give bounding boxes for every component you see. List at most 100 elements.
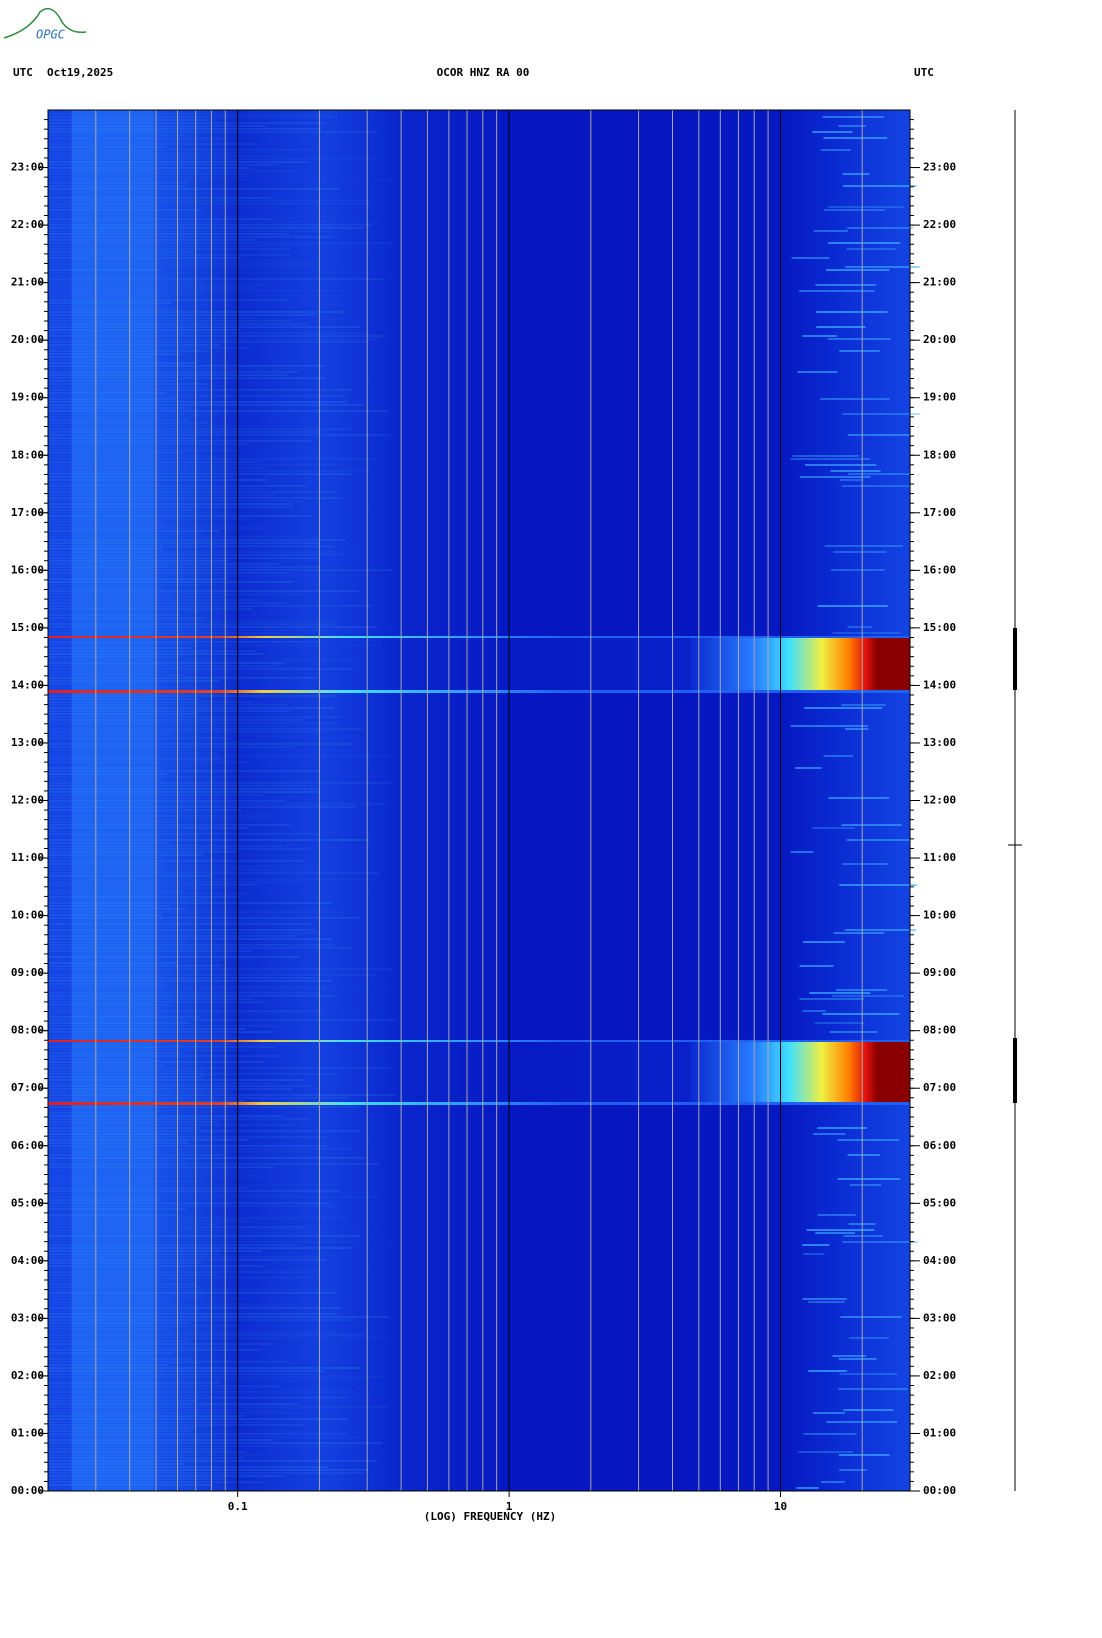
texture-streak xyxy=(48,506,294,508)
y-tick-label-left: 10:00 xyxy=(11,909,44,922)
texture-streak xyxy=(847,1154,881,1156)
texture-streak xyxy=(48,218,276,220)
texture-streak xyxy=(803,1253,825,1255)
texture-streak xyxy=(48,758,223,760)
texture-streak xyxy=(48,1484,214,1486)
texture-streak xyxy=(48,1433,348,1435)
texture-streak xyxy=(48,599,259,601)
texture-streak xyxy=(48,1250,261,1252)
texture-streak xyxy=(48,401,347,403)
texture-streak xyxy=(816,326,866,328)
texture-streak xyxy=(790,851,814,853)
texture-streak xyxy=(48,1133,178,1135)
texture-streak xyxy=(48,374,288,376)
texture-streak xyxy=(48,902,333,904)
texture-streak xyxy=(48,1253,219,1255)
y-tick-label-right: 01:00 xyxy=(923,1426,956,1439)
texture-streak xyxy=(48,434,390,436)
texture-streak xyxy=(48,182,189,184)
texture-streak xyxy=(829,1031,878,1033)
y-tick-label-right: 03:00 xyxy=(923,1311,956,1324)
texture-streak xyxy=(48,719,303,721)
texture-streak xyxy=(48,812,290,814)
texture-streak xyxy=(813,230,848,232)
texture-streak xyxy=(48,980,332,982)
texture-streak xyxy=(48,1313,338,1315)
texture-streak xyxy=(48,860,304,862)
texture-streak xyxy=(48,944,335,946)
texture-streak xyxy=(48,1193,299,1195)
texture-streak xyxy=(48,995,335,997)
texture-streak xyxy=(48,686,168,688)
texture-streak xyxy=(48,392,166,394)
texture-streak xyxy=(48,749,182,751)
texture-streak xyxy=(48,779,161,781)
texture-streak xyxy=(48,296,173,298)
texture-streak xyxy=(48,428,351,430)
texture-streak xyxy=(48,215,342,217)
texture-streak xyxy=(48,1256,323,1258)
texture-streak xyxy=(48,1478,224,1480)
texture-streak xyxy=(48,1190,340,1192)
texture-streak xyxy=(48,524,176,526)
texture-streak xyxy=(48,1085,311,1087)
texture-streak xyxy=(48,422,209,424)
texture-streak xyxy=(828,797,890,799)
texture-streak xyxy=(846,248,896,250)
texture-streak xyxy=(48,191,214,193)
texture-streak xyxy=(48,962,178,964)
y-tick-label-right: 07:00 xyxy=(923,1081,956,1094)
texture-streak xyxy=(822,1013,900,1015)
y-tick-label-left: 22:00 xyxy=(11,218,44,231)
texture-streak xyxy=(48,275,174,277)
texture-streak xyxy=(48,572,293,574)
texture-streak xyxy=(48,515,311,517)
texture-streak xyxy=(48,938,332,940)
texture-streak xyxy=(48,803,389,805)
texture-streak xyxy=(48,1055,285,1057)
texture-streak xyxy=(48,1358,192,1360)
texture-streak xyxy=(48,989,388,991)
texture-streak xyxy=(839,350,880,352)
texture-streak xyxy=(48,116,338,118)
texture-streak xyxy=(839,1469,868,1471)
texture-streak xyxy=(48,833,319,835)
texture-streak xyxy=(845,728,869,730)
texture-streak xyxy=(849,1184,882,1186)
texture-streak xyxy=(48,1079,304,1081)
y-tick-label-right: 17:00 xyxy=(923,506,956,519)
texture-streak xyxy=(48,1283,197,1285)
texture-streak xyxy=(820,398,890,400)
texture-streak xyxy=(48,1286,201,1288)
texture-streak xyxy=(48,521,167,523)
y-tick-label-right: 20:00 xyxy=(923,333,956,346)
texture-streak xyxy=(48,650,257,652)
y-tick-label-right: 21:00 xyxy=(923,276,956,289)
texture-streak xyxy=(846,839,911,841)
texture-streak xyxy=(48,1292,336,1294)
y-tick-label-left: 08:00 xyxy=(11,1024,44,1037)
texture-streak xyxy=(48,869,316,871)
texture-streak xyxy=(48,851,237,853)
texture-streak xyxy=(48,698,198,700)
texture-streak xyxy=(48,170,297,172)
texture-streak xyxy=(832,995,904,997)
texture-streak xyxy=(48,890,184,892)
texture-streak xyxy=(48,1355,156,1357)
texture-streak xyxy=(48,1151,313,1153)
texture-streak xyxy=(48,839,371,841)
texture-streak xyxy=(48,947,352,949)
texture-streak xyxy=(48,695,337,697)
texture-streak xyxy=(48,1229,381,1231)
texture-streak xyxy=(48,1169,258,1171)
texture-streak xyxy=(48,1316,389,1318)
texture-streak xyxy=(799,998,864,1000)
texture-streak xyxy=(48,1487,303,1489)
texture-streak xyxy=(48,1007,164,1009)
texture-streak xyxy=(802,335,837,337)
texture-streak xyxy=(48,737,231,739)
texture-streak xyxy=(48,557,321,559)
texture-streak xyxy=(817,605,888,607)
texture-streak xyxy=(843,185,917,187)
texture-streak xyxy=(791,257,830,259)
